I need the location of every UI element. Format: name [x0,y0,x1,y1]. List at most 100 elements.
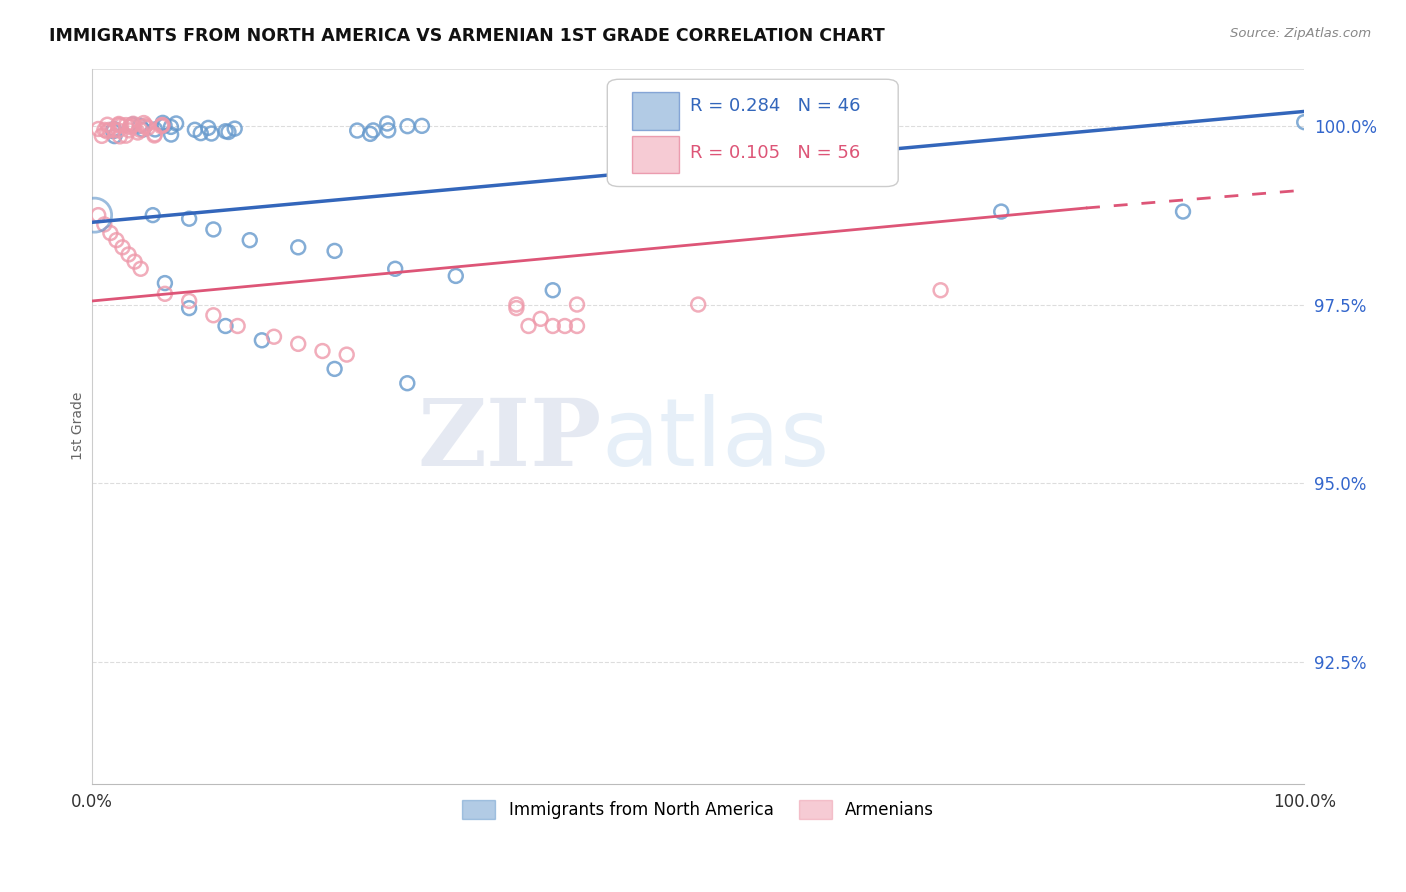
Text: IMMIGRANTS FROM NORTH AMERICA VS ARMENIAN 1ST GRADE CORRELATION CHART: IMMIGRANTS FROM NORTH AMERICA VS ARMENIA… [49,27,884,45]
Point [127,126,149,140]
Point [287,337,309,351]
Point [160,128,183,142]
Point [122,117,145,131]
Point [541,283,564,297]
Text: Source: ZipAtlas.com: Source: ZipAtlas.com [1230,27,1371,40]
Point [530,311,553,326]
Point [83,208,105,222]
Point [214,318,236,333]
Point [346,123,368,137]
Point [1171,204,1194,219]
Point [263,329,285,343]
Point [122,119,145,133]
Point [505,301,527,315]
Point [129,119,152,133]
Point [150,118,173,132]
Point [124,254,146,268]
Point [98,226,121,240]
Text: atlas: atlas [602,394,830,486]
Point [135,119,157,133]
Point [396,376,419,391]
Point [1294,115,1316,129]
Point [120,119,142,133]
Point [108,129,131,144]
Point [153,276,176,290]
Point [377,123,399,137]
Point [143,128,166,143]
Point [359,127,381,141]
Point [541,318,564,333]
Point [110,119,132,133]
Point [311,344,333,359]
Point [217,125,239,139]
Point [226,318,249,333]
Point [132,122,155,136]
Point [152,118,174,132]
Point [108,117,131,131]
Point [323,362,346,376]
Point [202,308,225,322]
Point [179,301,201,315]
Point [142,208,165,222]
Point [384,261,406,276]
Text: ZIP: ZIP [418,395,602,485]
Point [118,120,141,134]
FancyBboxPatch shape [631,136,679,173]
Point [565,297,588,311]
Point [96,124,118,138]
Point [323,244,346,258]
Point [375,116,398,130]
Point [239,233,262,247]
Point [143,128,166,142]
Point [396,119,419,133]
Point [136,120,159,135]
Point [103,122,125,136]
Text: R = 0.105   N = 56: R = 0.105 N = 56 [690,145,860,162]
Point [250,334,273,348]
Point [411,119,433,133]
Point [103,122,125,136]
Point [129,123,152,137]
Y-axis label: 1st Grade: 1st Grade [72,392,86,460]
Point [505,297,527,311]
Point [107,123,129,137]
FancyBboxPatch shape [607,79,898,186]
Point [96,118,118,132]
Point [184,122,207,136]
Point [517,318,540,333]
Point [688,297,710,311]
Point [115,118,138,132]
Point [202,222,225,236]
Point [200,127,222,141]
Point [153,119,176,133]
Point [150,119,173,133]
Point [117,247,139,261]
Point [929,283,952,297]
Point [287,240,309,254]
Point [87,208,110,222]
Point [361,123,384,137]
Point [129,261,152,276]
Legend: Immigrants from North America, Armenians: Immigrants from North America, Armenians [456,793,941,825]
Point [103,129,125,144]
Point [87,122,110,136]
Point [121,118,143,132]
Point [152,116,174,130]
Point [132,116,155,130]
Point [108,118,131,132]
Point [160,120,183,134]
Point [554,318,576,333]
Point [105,233,128,247]
Point [179,293,201,308]
Point [565,318,588,333]
Point [98,123,121,137]
Point [444,268,467,283]
Point [101,124,124,138]
Point [118,123,141,137]
Point [93,123,115,137]
Point [115,128,138,143]
Point [111,240,134,254]
Point [214,124,236,138]
Point [197,120,219,135]
Point [165,116,187,130]
